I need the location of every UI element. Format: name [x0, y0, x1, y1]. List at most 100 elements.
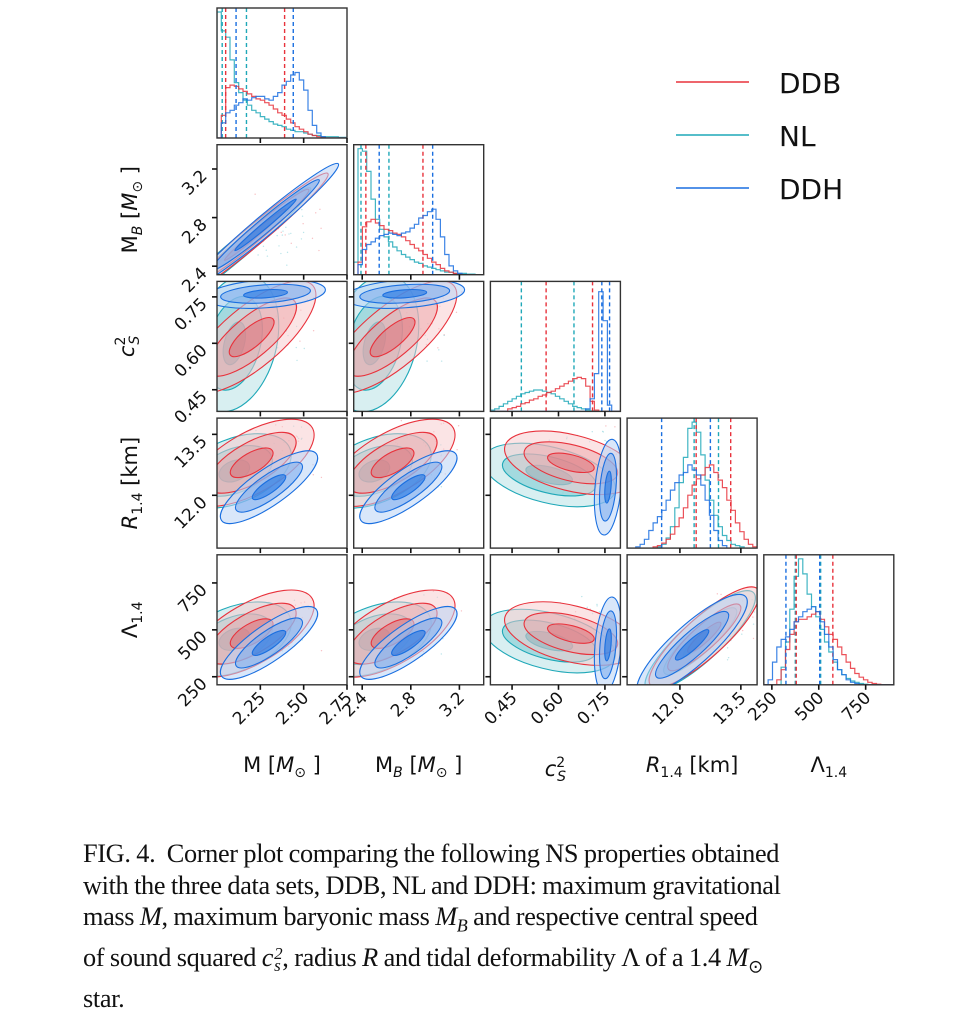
label-part: 2 — [556, 755, 565, 771]
sample-point — [440, 360, 443, 362]
caption-line-3: mass M, maximum baryonic mass MB and res… — [83, 901, 943, 942]
sample-point — [265, 249, 267, 251]
label-part: ] — [447, 753, 462, 777]
sample-point — [299, 340, 301, 342]
label-part: [km] — [118, 437, 142, 493]
sample-point — [460, 610, 463, 612]
contour-ddh-level-3 — [391, 629, 426, 656]
sample-point — [639, 621, 640, 622]
panel-frame — [489, 554, 622, 686]
histogram-nl — [353, 148, 484, 275]
contour-panel-MB-cs2 — [348, 280, 485, 417]
sample-point — [315, 212, 317, 214]
sample-point — [726, 647, 729, 649]
label-part: ⊙ — [130, 181, 146, 193]
sample-point — [630, 439, 631, 440]
histogram-ddb — [217, 84, 347, 138]
sample-point — [760, 603, 761, 604]
panel-frame — [353, 143, 485, 276]
sample-point — [319, 208, 321, 211]
sample-point — [440, 486, 443, 488]
caption-text: Corner plot comparing the following NS p… — [166, 839, 780, 868]
contour-ddb-level-3 — [370, 447, 415, 479]
sample-point — [400, 419, 403, 422]
caption-text: and respective central speed — [467, 902, 758, 931]
label-part: S — [127, 336, 143, 345]
contour-ddb-level-3 — [546, 623, 595, 644]
y-axis-label-L14: Λ1.4 — [118, 601, 146, 638]
panel-content — [490, 425, 631, 536]
label-part: S — [557, 769, 566, 785]
label-part: R — [118, 515, 142, 530]
panel-content — [353, 418, 460, 525]
contour-ddb-level-3 — [228, 317, 275, 358]
contour-panel-cs2-L14 — [485, 554, 640, 690]
sample-point — [290, 242, 292, 245]
sample-point — [605, 425, 607, 427]
panel-frame — [216, 143, 348, 276]
sample-point — [601, 430, 604, 433]
caption-text: and tidal deformability Λ of a 1.4 — [377, 942, 727, 972]
y-axis-label-cs2: c2S — [113, 336, 143, 357]
sample-point — [443, 334, 445, 337]
label-part: c — [545, 757, 557, 781]
sample-point — [716, 593, 719, 595]
label-part: 1.4 — [825, 765, 847, 781]
sample-point — [312, 330, 315, 332]
panel-content — [217, 162, 340, 275]
sample-point — [614, 426, 616, 428]
sample-point — [456, 449, 458, 451]
contour-ddh-level-3 — [604, 628, 612, 662]
sample-point — [280, 231, 282, 234]
sample-point — [720, 593, 722, 596]
sample-point — [296, 359, 298, 362]
sample-point — [598, 611, 601, 613]
contour-ddb-level-3 — [546, 452, 595, 474]
sample-point — [301, 208, 303, 211]
legend-label-ddh: DDH — [779, 173, 843, 206]
y-axis-label-R14: R1.4 [km] — [118, 437, 146, 530]
panel-content — [217, 8, 347, 138]
label-part: [km] — [683, 753, 739, 777]
histogram-nl — [763, 558, 894, 685]
panel-frame — [353, 417, 485, 549]
contour-panel-M-L14 — [212, 554, 348, 690]
sample-point — [312, 474, 314, 476]
x-axis-label-R14: R1.4 [km] — [646, 753, 739, 781]
sample-point — [765, 659, 766, 660]
sample-point — [303, 347, 305, 350]
panel-frame — [216, 554, 348, 686]
contour-ddh-level-3 — [251, 629, 287, 656]
figure-caption: FIG. 4. Corner plot comparing the follow… — [83, 838, 943, 1014]
label-part: 2 — [113, 337, 129, 346]
x-tick-label: 2.50 — [272, 688, 313, 729]
legend: DDB NL DDH — [676, 67, 843, 206]
label-part: M — [118, 193, 142, 211]
math-R: R — [362, 942, 378, 972]
sample-point — [295, 246, 298, 248]
sample-point — [727, 656, 730, 659]
sample-point — [604, 439, 606, 442]
sample-point — [438, 349, 440, 351]
sample-point — [455, 311, 458, 314]
sample-point — [629, 631, 630, 632]
sample-point — [300, 238, 303, 240]
sample-point — [284, 234, 286, 236]
y-tick-label: 500 — [174, 627, 211, 664]
sample-point — [320, 476, 323, 479]
panel-frame — [626, 417, 758, 549]
contour-ddh-level-3 — [251, 474, 287, 501]
y-tick-label: 0.75 — [171, 294, 212, 335]
figure-number: FIG. 4. — [83, 839, 156, 868]
histogram-ddh — [627, 464, 758, 549]
sample-point — [302, 231, 305, 234]
sample-point — [602, 431, 605, 433]
y-tick-label: 2.4 — [178, 264, 211, 297]
math-M: M — [139, 902, 162, 931]
x-tick-label: 2.25 — [229, 688, 270, 729]
x-tick-label: 500 — [791, 688, 828, 725]
legend-label-nl: NL — [779, 120, 816, 153]
panel-content — [353, 589, 463, 680]
contour-panel-MB-R14 — [348, 417, 485, 554]
sample-point — [596, 605, 598, 607]
